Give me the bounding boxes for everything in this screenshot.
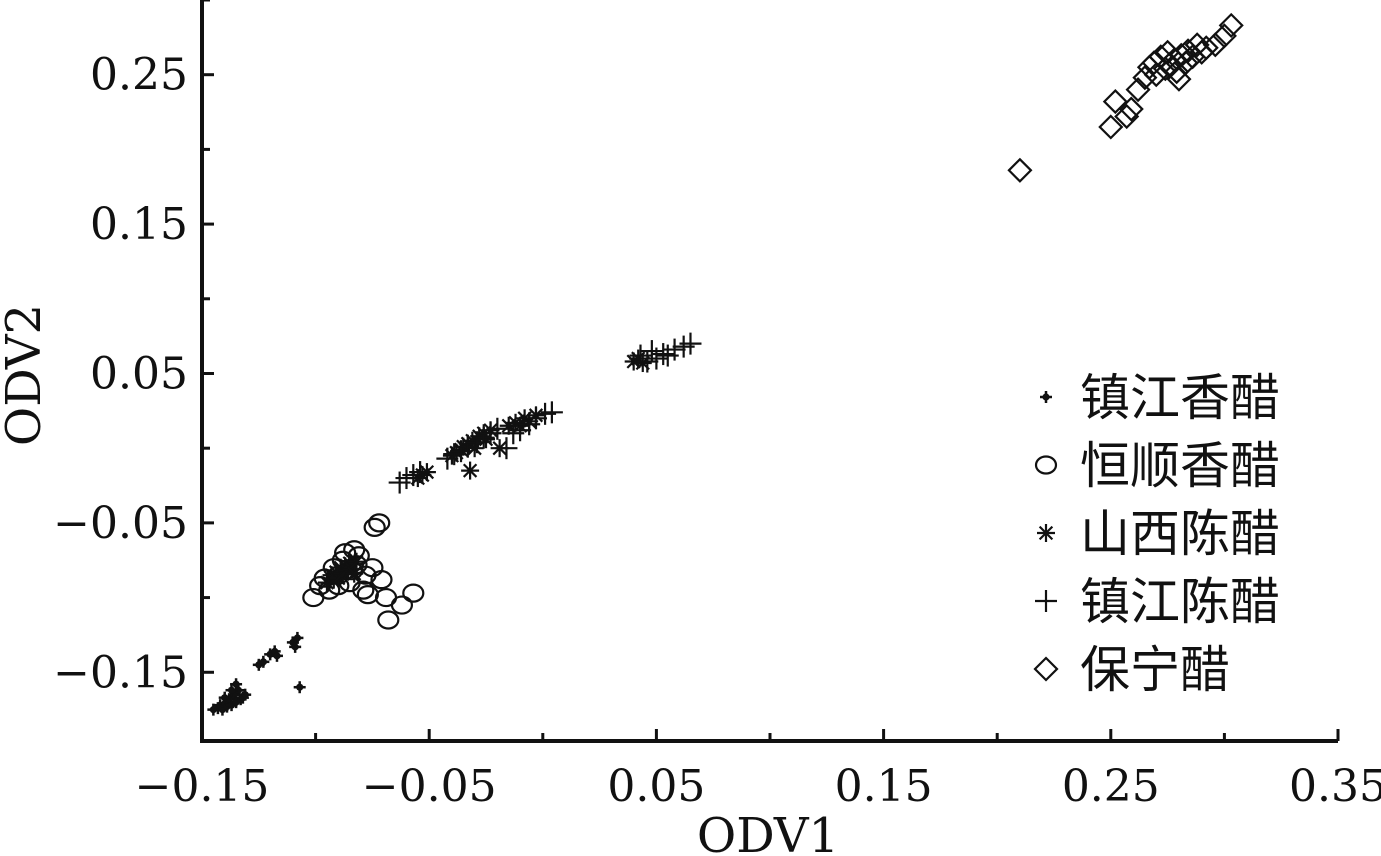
legend-label: 保宁醋 — [1080, 641, 1230, 699]
data-point — [524, 407, 547, 430]
data-point — [1125, 77, 1151, 103]
series-1 — [207, 631, 306, 716]
data-point — [1007, 157, 1033, 183]
y-tick-label: 0.15 — [90, 199, 188, 250]
tick-labels: −0.15 −0.05 0.05 0.15 0.25 0.35 −0.15 −0.05 0.05… — [53, 50, 1381, 812]
y-tick-label: −0.05 — [53, 498, 188, 549]
series-2 — [302, 513, 425, 630]
y-axis-title: ODV2 — [0, 304, 52, 446]
legend-label: 镇江陈醋 — [1080, 573, 1280, 631]
data-point — [663, 338, 686, 361]
y-tick-label: 0.05 — [90, 348, 188, 399]
data-points — [207, 12, 1244, 716]
y-tick-label: −0.15 — [53, 647, 188, 698]
data-point — [289, 640, 302, 653]
data-point — [540, 401, 563, 424]
data-point — [1143, 62, 1169, 88]
ticks — [200, 0, 1340, 741]
x-tick-label: 0.25 — [1062, 761, 1160, 812]
data-point — [293, 681, 306, 694]
data-point — [347, 552, 366, 571]
legend-item: 保宁醋 — [1033, 641, 1230, 699]
data-point — [1211, 23, 1237, 49]
data-point — [345, 564, 364, 583]
legend-label: 恒顺香醋 — [1080, 437, 1280, 495]
legend-item: 山西陈醋 — [1037, 505, 1280, 563]
data-point — [409, 461, 432, 484]
legend-marker — [1037, 524, 1055, 542]
x-tick-label: 0.35 — [1289, 761, 1381, 812]
series-4 — [388, 332, 702, 494]
data-point — [402, 583, 425, 603]
data-point — [636, 350, 659, 373]
data-point — [363, 517, 386, 537]
series-5 — [1007, 12, 1244, 183]
legend-item: 恒顺香醋 — [1034, 437, 1280, 495]
data-point — [486, 417, 509, 440]
data-point — [1184, 32, 1210, 58]
data-point — [633, 354, 652, 373]
data-point — [1218, 12, 1244, 38]
data-point — [1118, 96, 1144, 122]
legend-item: 镇江陈醋 — [1035, 573, 1280, 631]
x-tick-label: −0.05 — [362, 761, 497, 812]
legend-marker — [1033, 656, 1059, 682]
data-point — [1168, 42, 1194, 68]
data-point — [679, 332, 702, 355]
y-tick-label: 0.25 — [90, 50, 188, 101]
data-point — [1114, 103, 1140, 130]
data-point — [456, 435, 479, 458]
legend-marker — [1034, 455, 1058, 475]
data-point — [270, 649, 283, 662]
data-point — [239, 688, 252, 701]
legend-item: 镇江香醋 — [1040, 369, 1280, 427]
data-point — [370, 570, 393, 590]
x-tick-label: 0.05 — [607, 761, 705, 812]
data-point — [1141, 50, 1167, 76]
legend-marker — [1040, 391, 1052, 403]
x-tick-label: −0.15 — [135, 761, 270, 812]
data-point — [390, 595, 414, 615]
data-point — [368, 513, 391, 533]
data-point — [1155, 39, 1181, 65]
x-axis-title: ODV1 — [697, 808, 839, 856]
data-point — [356, 584, 379, 605]
data-point — [652, 343, 675, 366]
x-tick-label: 0.15 — [835, 761, 933, 812]
data-point — [1148, 44, 1174, 70]
data-point — [1102, 89, 1128, 115]
data-point — [218, 691, 231, 704]
legend-label: 镇江香醋 — [1080, 369, 1280, 427]
data-point — [461, 461, 480, 480]
legend-label: 山西陈醋 — [1080, 505, 1280, 563]
data-point — [1164, 59, 1190, 85]
data-point — [1166, 66, 1192, 92]
data-point — [509, 419, 532, 442]
data-point — [291, 631, 304, 644]
data-point — [495, 437, 518, 460]
data-point — [257, 655, 270, 668]
data-point — [1202, 32, 1228, 58]
data-point — [1193, 35, 1219, 61]
data-point — [377, 610, 400, 630]
data-point — [1098, 114, 1124, 140]
data-point — [352, 580, 375, 600]
data-point — [230, 678, 243, 691]
legend-marker — [1035, 590, 1057, 612]
